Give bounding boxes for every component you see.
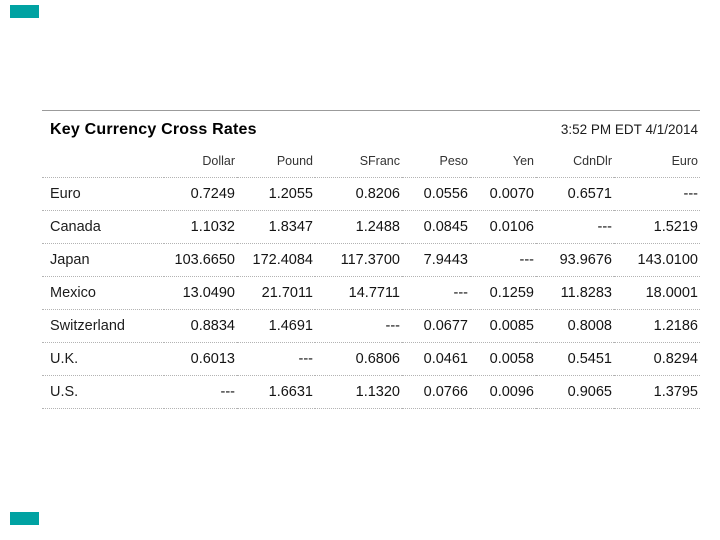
rate-cell: --- [315, 309, 402, 343]
table-row: U.K. 0.6013 --- 0.6806 0.0461 0.0058 0.5451 0.8… [42, 342, 700, 376]
rate-cell: 13.0490 [164, 276, 237, 310]
rate-cell: 0.0766 [402, 375, 470, 409]
row-label: Switzerland [42, 309, 164, 343]
rate-cell: 0.8008 [536, 309, 614, 343]
column-header-cdndlr: CdnDlr [536, 149, 614, 178]
column-header-yen: Yen [470, 149, 536, 178]
corner-header-cell [42, 149, 164, 178]
rate-cell: 18.0001 [614, 276, 700, 310]
rate-cell: 172.4084 [237, 243, 315, 277]
table-row: U.S. --- 1.6631 1.1320 0.0766 0.0096 0.9065 1.3… [42, 375, 700, 409]
rate-cell: 1.5219 [614, 210, 700, 244]
rate-cell: 7.9443 [402, 243, 470, 277]
timestamp: 3:52 PM EDT 4/1/2014 [560, 122, 698, 137]
column-header-dollar: Dollar [164, 149, 237, 178]
rate-cell: 93.9676 [536, 243, 614, 277]
rate-cell: 1.3795 [614, 375, 700, 409]
rate-cell: 14.7711 [315, 276, 402, 310]
header-row: Dollar Pound SFranc Peso Yen CdnDlr Euro [42, 149, 700, 178]
rate-cell: 0.0461 [402, 342, 470, 376]
rate-cell: 0.0556 [402, 177, 470, 211]
table-row: Japan 103.6650 172.4084 117.3700 7.9443 --- 93… [42, 243, 700, 277]
row-label: Japan [42, 243, 164, 277]
rate-cell: 0.1259 [470, 276, 536, 310]
rates-table: Dollar Pound SFranc Peso Yen CdnDlr Euro Euro 0… [42, 149, 700, 409]
panel-header: Key Currency Cross Rates 3:52 PM EDT 4/1… [42, 111, 700, 149]
rate-cell: 0.0070 [470, 177, 536, 211]
rate-cell: 0.8206 [315, 177, 402, 211]
rate-cell: 103.6650 [164, 243, 237, 277]
rate-cell: 1.8347 [237, 210, 315, 244]
table-row: Euro 0.7249 1.2055 0.8206 0.0556 0.0070 0.6571… [42, 177, 700, 211]
rate-cell: 0.0677 [402, 309, 470, 343]
rate-cell: 1.2186 [614, 309, 700, 343]
rate-cell: --- [164, 375, 237, 409]
rate-cell: 117.3700 [315, 243, 402, 277]
rate-cell: 11.8283 [536, 276, 614, 310]
rate-cell: --- [237, 342, 315, 376]
table-row: Mexico 13.0490 21.7011 14.7711 --- 0.1259 11.8… [42, 276, 700, 310]
rate-cell: 0.0058 [470, 342, 536, 376]
table-row: Switzerland 0.8834 1.4691 --- 0.0677 0.0085 0.… [42, 309, 700, 343]
rate-cell: 1.1320 [315, 375, 402, 409]
rate-cell: 0.0845 [402, 210, 470, 244]
column-header-pound: Pound [237, 149, 315, 178]
rate-cell: 0.0106 [470, 210, 536, 244]
page-title: Key Currency Cross Rates [50, 121, 257, 138]
teal-corner-mark-bottom [10, 512, 39, 525]
rate-cell: --- [614, 177, 700, 211]
row-label: U.K. [42, 342, 164, 376]
row-label: Euro [42, 177, 164, 211]
rate-cell: 21.7011 [237, 276, 315, 310]
rate-cell: 1.4691 [237, 309, 315, 343]
row-label: Canada [42, 210, 164, 244]
rate-cell: --- [470, 243, 536, 277]
rate-cell: 0.6571 [536, 177, 614, 211]
column-header-sfranc: SFranc [315, 149, 402, 178]
row-label: Mexico [42, 276, 164, 310]
table-row: Canada 1.1032 1.8347 1.2488 0.0845 0.0106 --- 1… [42, 210, 700, 244]
rate-cell: 0.8294 [614, 342, 700, 376]
rate-cell: --- [402, 276, 470, 310]
rate-cell: 0.6013 [164, 342, 237, 376]
rate-cell: 0.0085 [470, 309, 536, 343]
rate-cell: 1.2055 [237, 177, 315, 211]
row-label: U.S. [42, 375, 164, 409]
rate-cell: 0.7249 [164, 177, 237, 211]
rate-cell: --- [536, 210, 614, 244]
rate-cell: 0.8834 [164, 309, 237, 343]
rate-cell: 0.6806 [315, 342, 402, 376]
rate-cell: 1.6631 [237, 375, 315, 409]
rate-cell: 1.2488 [315, 210, 402, 244]
column-header-peso: Peso [402, 149, 470, 178]
teal-corner-mark-top [10, 5, 39, 18]
rate-cell: 0.0096 [470, 375, 536, 409]
column-header-euro: Euro [614, 149, 700, 178]
rate-cell: 1.1032 [164, 210, 237, 244]
rate-cell: 0.9065 [536, 375, 614, 409]
rate-cell: 0.5451 [536, 342, 614, 376]
currency-cross-rates-panel: Key Currency Cross Rates 3:52 PM EDT 4/1… [42, 110, 700, 409]
rates-tbody: Euro 0.7249 1.2055 0.8206 0.0556 0.0070 0.6571… [42, 177, 700, 409]
rate-cell: 143.0100 [614, 243, 700, 277]
